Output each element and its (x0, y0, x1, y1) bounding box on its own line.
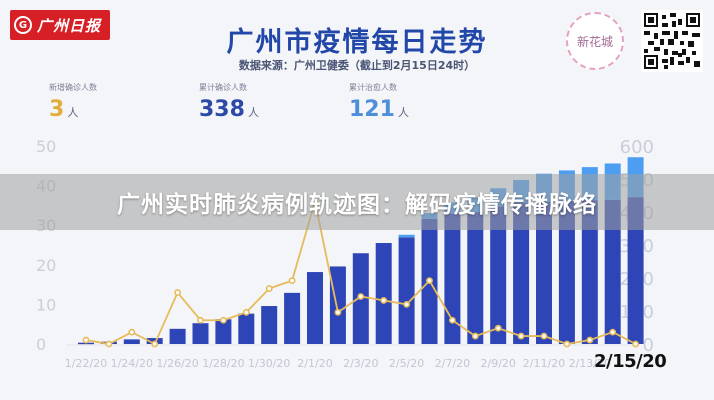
new-cases-point (403, 300, 410, 308)
new-cases-point (494, 324, 502, 332)
cumulative-bar (604, 199, 621, 344)
page-title: 广州市疫情每日走势 (226, 27, 488, 58)
cumulative-bar (581, 200, 598, 344)
x-axis-tick: 1/28/20 (202, 357, 244, 370)
qr-code-icon (641, 10, 703, 72)
x-axis-tick: 2/3/20 (343, 357, 378, 370)
new-cases-point (151, 340, 159, 348)
left-axis-tick: 20 (36, 256, 56, 275)
stat-new-value: 3 (49, 97, 65, 122)
cured-bar (398, 234, 415, 238)
new-cases-point (540, 332, 548, 340)
new-cases-point (471, 332, 479, 340)
right-axis-tick: 600 (620, 137, 654, 158)
x-axis-tick: 2/5/20 (389, 357, 424, 370)
left-axis-tick: 0 (36, 335, 46, 354)
right-axis-tick: 0 (643, 335, 654, 356)
new-cases-point (632, 340, 639, 348)
cumulative-bar (513, 203, 530, 344)
final-date-label: 2/15/20 (594, 351, 667, 372)
x-axis-tick: 2/9/20 (480, 357, 515, 370)
qr-code-graphic (644, 13, 700, 69)
new-cases-point (219, 316, 227, 324)
left-axis-tick: 50 (36, 137, 56, 156)
x-axis-tick: 2/7/20 (435, 357, 470, 370)
headline-banner: 广州实时肺炎病例轨迹图：解码疫情传播脉络 (0, 174, 714, 230)
cumulative-bar (123, 339, 140, 344)
cumulative-bar (467, 212, 484, 344)
stat-total-label: 累计确诊人数 (199, 83, 247, 92)
cumulative-bar (329, 266, 346, 344)
new-cases-point (426, 277, 433, 285)
headline-text: 广州实时肺炎病例轨迹图：解码疫情传播脉络 (117, 192, 597, 218)
left-axis-tick: 10 (36, 295, 56, 314)
new-cases-point (197, 316, 204, 324)
x-axis-tick: 2/11/20 (523, 357, 565, 370)
cumulative-bar (536, 201, 552, 344)
cumulative-bar (490, 206, 507, 344)
cumulative-bar (307, 272, 323, 344)
stat-cured: 累计治愈人数 121 人 (349, 82, 409, 122)
cumulative-bar (238, 313, 255, 344)
cumulative-bar (375, 243, 392, 344)
cumulative-bar (398, 237, 415, 344)
stat-new-label: 新增确诊人数 (49, 83, 97, 92)
x-axis-tick: 1/22/20 (65, 357, 107, 370)
logo-text: 广州日报 (37, 16, 102, 35)
new-cases-point (448, 316, 456, 324)
cumulative-bar (192, 323, 209, 344)
new-cases-point (334, 308, 342, 316)
stat-new-unit: 人 (67, 106, 79, 119)
new-cases-point (609, 328, 617, 336)
cumulative-bar (215, 319, 232, 344)
stat-cured-value: 121 (349, 97, 395, 122)
new-cases-point (517, 332, 525, 340)
stat-total-unit: 人 (247, 106, 259, 119)
stat-total-value: 338 (199, 97, 245, 122)
guangzhou-daily-logo: G 广州日报 (10, 10, 110, 40)
new-cases-point (288, 277, 296, 285)
cumulative-bar (627, 197, 644, 344)
data-source: 数据来源：广州卫健委（截止到2月15日24时） (238, 59, 476, 72)
x-axis-tick: 2/13/20 (569, 357, 611, 370)
new-cases-point (128, 328, 136, 336)
cumulative-bar (284, 292, 301, 344)
cumulative-bar (444, 213, 461, 344)
cumulative-bar (169, 328, 186, 344)
new-cases-point (265, 285, 273, 292)
stat-cured-unit: 人 (397, 106, 409, 119)
new-cases-point (357, 293, 365, 300)
new-cases-point (82, 336, 90, 344)
logo-mark-icon: G (14, 16, 32, 34)
new-cases-point (105, 340, 113, 348)
stat-cured-label: 累计治愈人数 (349, 83, 397, 92)
stat-total-cases: 累计确诊人数 338 人 (199, 82, 259, 122)
cumulative-bar (558, 200, 575, 344)
new-cases-point (242, 308, 250, 316)
badge-text: 新花城 (576, 34, 613, 49)
x-axis-tick: 2/1/20 (297, 357, 332, 370)
new-cases-point (563, 340, 571, 348)
x-axis-tick: 1/30/20 (248, 357, 290, 370)
cumulative-bar (261, 306, 278, 344)
x-axis-tick: 1/24/20 (111, 357, 153, 370)
x-axis-tick: 1/26/20 (156, 357, 198, 370)
new-cases-point (586, 336, 594, 344)
new-cases-point (380, 297, 388, 304)
xinhuacheng-badge: 新花城 (566, 12, 624, 70)
new-cases-point (174, 289, 181, 296)
